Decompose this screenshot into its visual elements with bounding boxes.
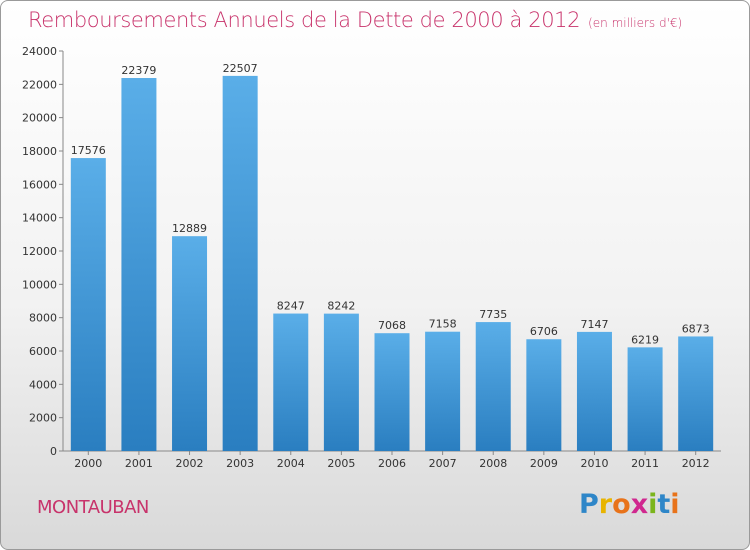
y-tick-label: 24000	[22, 45, 57, 58]
data-label-2012: 6873	[682, 322, 710, 335]
y-tick-label: 8000	[29, 312, 57, 325]
y-tick-label: 2000	[29, 412, 57, 425]
chart-title-text: Remboursements Annuels de la Dette de 20…	[28, 8, 581, 32]
x-tick-label: 2001	[125, 457, 153, 470]
data-label-2003: 22507	[223, 62, 258, 75]
y-tick-label: 0	[50, 445, 57, 458]
logo-letter: r	[598, 489, 613, 520]
chart-bars	[70, 75, 714, 452]
logo-letter: P	[579, 489, 599, 520]
y-tick-label: 14000	[22, 212, 57, 225]
logo-letter: x	[630, 489, 649, 520]
proxiti-logo: Proxiti	[579, 489, 680, 520]
x-tick-label: 2009	[530, 457, 558, 470]
city-name: MONTAUBAN	[37, 497, 149, 518]
x-tick-label: 2006	[378, 457, 406, 470]
bar-2008	[475, 322, 511, 451]
y-tick-label: 20000	[22, 112, 57, 125]
bar-2011	[627, 347, 663, 451]
logo-letter: i	[648, 489, 658, 520]
bar-2003	[222, 75, 258, 451]
data-label-2000: 17576	[71, 144, 106, 157]
bar-2010	[576, 331, 612, 451]
bar-2007	[425, 331, 461, 451]
y-tick-label: 4000	[29, 378, 57, 391]
chart-title: Remboursements Annuels de la Dette de 20…	[28, 8, 682, 32]
x-tick-label: 2000	[74, 457, 102, 470]
bar-2006	[374, 333, 410, 451]
x-tick-label: 2010	[580, 457, 608, 470]
chart-data-labels: 17576 22379 12889 22507 8247 8242 7068 7158 7735…	[71, 62, 710, 346]
y-tick-label: 22000	[22, 78, 57, 91]
data-label-2004: 8247	[277, 300, 305, 313]
bar-2002	[172, 236, 208, 451]
bar-2005	[323, 313, 359, 451]
bar-2012	[678, 336, 714, 451]
x-tick-label: 2008	[479, 457, 507, 470]
bar-2000	[70, 158, 106, 452]
y-tick-label: 10000	[22, 278, 57, 291]
bar-2009	[526, 339, 562, 451]
data-label-2009: 6706	[530, 325, 558, 338]
x-tick-label: 2012	[682, 457, 710, 470]
logo-letter: i	[670, 489, 680, 520]
x-tick-label: 2003	[226, 457, 254, 470]
x-tick-label: 2002	[176, 457, 204, 470]
data-label-2005: 8242	[327, 300, 355, 313]
x-tick-label: 2007	[429, 457, 457, 470]
chart-unit: (en milliers d'€)	[588, 16, 683, 30]
y-tick-label: 12000	[22, 245, 57, 258]
data-label-2011: 6219	[631, 333, 659, 346]
data-label-2006: 7068	[378, 319, 406, 332]
logo-letter: t	[657, 489, 671, 520]
data-label-2001: 22379	[121, 64, 156, 77]
y-tick-label: 18000	[22, 145, 57, 158]
data-label-2002: 12889	[172, 222, 207, 235]
bar-2004	[273, 313, 309, 451]
x-tick-label: 2005	[327, 457, 355, 470]
logo-letter: o	[612, 489, 631, 520]
data-label-2007: 7158	[429, 318, 457, 331]
bar-2001	[121, 78, 157, 452]
x-tick-label: 2004	[277, 457, 305, 470]
chart-axes: 0 2000 4000 6000 8000 10000 12000 14000 16000 180…	[22, 45, 721, 470]
y-tick-label: 16000	[22, 178, 57, 191]
data-label-2008: 7735	[479, 308, 507, 321]
x-tick-label: 2011	[631, 457, 659, 470]
y-tick-label: 6000	[29, 345, 57, 358]
data-label-2010: 7147	[580, 318, 608, 331]
